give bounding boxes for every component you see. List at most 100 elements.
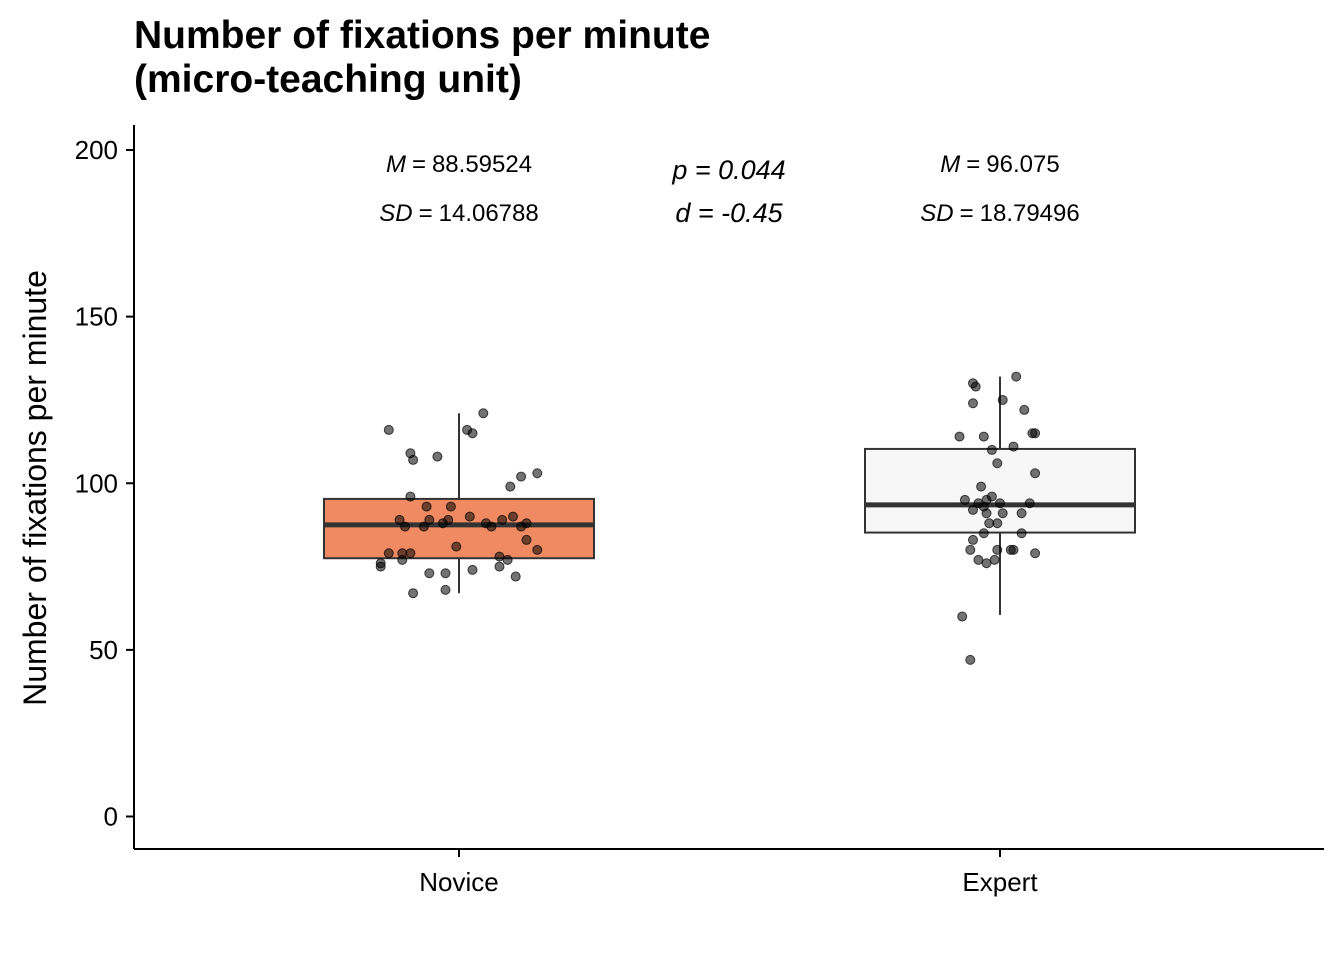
expert-data-point — [957, 611, 968, 622]
expert-data-point — [959, 494, 970, 505]
x-tick-label: Expert — [962, 867, 1038, 897]
expert-data-point — [981, 508, 992, 519]
novice-data-point — [405, 548, 416, 559]
expert-data-point — [1005, 544, 1016, 555]
novice-data-point — [510, 571, 521, 582]
expert-data-point — [1016, 508, 1027, 519]
novice-data-point — [400, 521, 410, 532]
novice-data-point — [502, 554, 513, 565]
chart-title-line-1: Number of fixations per minute — [134, 14, 711, 57]
novice-data-point — [421, 501, 432, 512]
novice-data-point — [440, 568, 451, 579]
expert-data-point — [1019, 404, 1030, 415]
novice-data-point — [418, 521, 429, 532]
novice-data-point — [532, 468, 543, 479]
y-tick-label: 50 — [89, 635, 118, 665]
p-value-annotation: p = 0.044 — [671, 155, 785, 185]
novice-data-point — [424, 568, 435, 579]
expert-data-point — [968, 398, 978, 409]
chart-title-line-2: (micro-teaching unit) — [134, 58, 522, 101]
novice-data-point — [445, 501, 456, 512]
y-tick-label: 0 — [104, 802, 118, 832]
expert-data-point — [1016, 528, 1027, 539]
y-axis-label: Number of fixations per minute — [17, 270, 53, 706]
novice-data-point — [508, 511, 518, 522]
expert-data-point — [968, 534, 978, 545]
chart-title: Number of fixations per minute (micro-te… — [134, 14, 710, 102]
novice-data-point — [478, 408, 489, 419]
novice-data-point — [408, 588, 419, 599]
expert-data-point — [995, 498, 1005, 509]
expert-data-point — [1011, 371, 1022, 382]
expert-sd-equals: = — [960, 200, 974, 227]
x-tick-label: Novice — [419, 867, 498, 897]
expert-sd-annotation: SD = 18.79496 — [920, 200, 1079, 227]
expert-data-point — [989, 554, 1000, 565]
expert-data-point — [986, 444, 997, 455]
expert-mean-label: M — [940, 151, 960, 178]
novice-data-point — [467, 564, 478, 575]
chart-marks — [323, 371, 1136, 665]
expert-data-point — [954, 431, 965, 442]
expert-data-point — [965, 654, 976, 665]
novice-data-point — [405, 491, 416, 502]
novice-data-point — [494, 561, 505, 572]
expert-data-point — [1030, 428, 1041, 439]
novice-data-point — [516, 521, 527, 532]
y-tick-label: 150 — [75, 302, 118, 332]
expert-data-point — [992, 518, 1003, 529]
novice-data-point — [375, 561, 386, 572]
novice-sd-value: 14.06788 — [439, 200, 539, 227]
novice-mean-value: 88.59524 — [432, 151, 532, 178]
expert-data-point — [1030, 468, 1041, 479]
expert-data-point — [1008, 441, 1019, 452]
novice-sd-equals: = — [419, 200, 433, 227]
y-tick-label: 100 — [75, 468, 118, 498]
novice-data-point — [451, 541, 462, 552]
expert-data-point — [978, 528, 989, 539]
novice-data-point — [432, 451, 443, 462]
novice-data-point — [516, 471, 527, 482]
expert-data-point — [976, 481, 987, 492]
novice-data-point — [408, 454, 419, 465]
expert-data-point — [968, 504, 978, 515]
novice-data-point — [443, 514, 454, 525]
novice-mean-annotation: M = 88.59524 — [386, 151, 532, 178]
novice-data-point — [497, 514, 508, 525]
novice-data-point — [505, 481, 516, 492]
expert-data-point — [997, 508, 1008, 519]
novice-data-point — [467, 428, 478, 439]
expert-data-point — [1024, 498, 1035, 509]
novice-sd-annotation: SD = 14.06788 — [379, 200, 538, 227]
expert-data-point — [1030, 548, 1041, 559]
novice-data-point — [521, 534, 532, 545]
novice-data-point — [440, 584, 451, 595]
x-axis-ticks: Novice Expert — [419, 849, 1038, 897]
expert-mean-value: 96.075 — [986, 151, 1059, 178]
novice-data-point — [383, 548, 394, 559]
novice-sd-label: SD — [379, 200, 412, 227]
y-axis-ticks: 0 50 100 150 200 — [75, 135, 134, 832]
expert-data-point — [970, 381, 981, 392]
expert-sd-label: SD — [920, 200, 953, 227]
expert-data-point — [997, 394, 1008, 405]
novice-mean-label: M — [386, 151, 406, 178]
novice-data-point — [383, 424, 394, 435]
expert-data-point — [978, 431, 989, 442]
expert-data-point — [992, 544, 1003, 555]
y-tick-label: 200 — [75, 135, 118, 165]
expert-sd-value: 18.79496 — [980, 200, 1080, 227]
novice-data-point — [397, 554, 408, 565]
novice-mean-equals: = — [412, 151, 426, 178]
novice-data-point — [464, 511, 475, 522]
expert-data-point — [965, 544, 976, 555]
novice-data-point — [532, 544, 543, 555]
expert-data-point — [992, 458, 1003, 469]
effect-size-annotation: d = -0.45 — [675, 198, 783, 228]
expert-mean-annotation: M = 96.075 — [940, 151, 1059, 178]
expert-mean-equals: = — [966, 151, 980, 178]
novice-data-point — [424, 514, 435, 525]
novice-data-point — [486, 521, 497, 532]
novice-data-point — [394, 514, 405, 525]
